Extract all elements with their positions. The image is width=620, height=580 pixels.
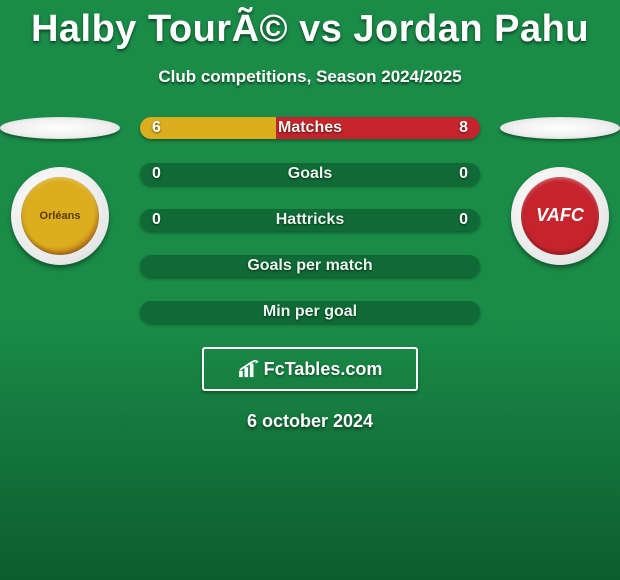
stat-row-label: Hattricks [140,209,480,231]
player-right-crest: VAFC [521,177,599,255]
player-left-crest: Orléans [21,177,99,255]
player-left-crest-wrap: Orléans [11,167,109,265]
brand-box: FcTables.com [202,347,418,391]
footer-date: 6 october 2024 [0,411,620,432]
brand-text: FcTables.com [264,359,383,380]
stat-row-value-right: 0 [447,209,480,231]
bar-chart-icon [238,360,260,378]
stat-row-label: Goals [140,163,480,185]
stat-row-value-right: 0 [447,163,480,185]
player-left-column: Orléans [0,117,120,265]
player-right-crest-wrap: VAFC [511,167,609,265]
player-left-platform [0,117,120,139]
stats-list: Matches68Goals00Hattricks00Goals per mat… [140,117,480,323]
stat-row: Goals0 0 [140,163,480,185]
stat-row: Matches6 8 [140,117,480,139]
stat-row-label: Goals per match [140,255,480,277]
player-right-column: VAFC [500,117,620,265]
stat-row-value-left: 6 [140,117,173,139]
stat-row-value-right: 8 [447,117,480,139]
stat-row: Goals per match [140,255,480,277]
comparison-panel: Orléans Matches68Goals00Hattricks00Goals… [0,117,620,323]
page-title: Halby TourÃ© vs Jordan Pahu [0,0,620,51]
player-right-crest-label: VAFC [536,206,584,226]
stat-row-value-left: 0 [140,209,173,231]
stat-row: Min per goal [140,301,480,323]
stat-row-label: Min per goal [140,301,480,323]
stat-row-value-left: 0 [140,163,173,185]
player-left-crest-label: Orléans [40,210,81,222]
stat-row: Hattricks0 0 [140,209,480,231]
stat-row-label: Matches [140,117,480,139]
player-right-platform [500,117,620,139]
page-subtitle: Club competitions, Season 2024/2025 [0,67,620,87]
